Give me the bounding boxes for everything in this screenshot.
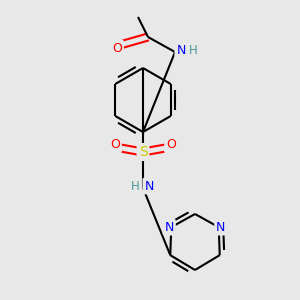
Text: O: O bbox=[166, 139, 176, 152]
Text: O: O bbox=[110, 139, 120, 152]
Text: H: H bbox=[189, 44, 197, 56]
Text: H: H bbox=[130, 179, 140, 193]
Text: N: N bbox=[165, 221, 174, 234]
Text: N: N bbox=[216, 221, 225, 234]
Text: N: N bbox=[144, 179, 154, 193]
Text: S: S bbox=[139, 145, 147, 159]
Text: N: N bbox=[176, 44, 186, 56]
Text: O: O bbox=[112, 41, 122, 55]
